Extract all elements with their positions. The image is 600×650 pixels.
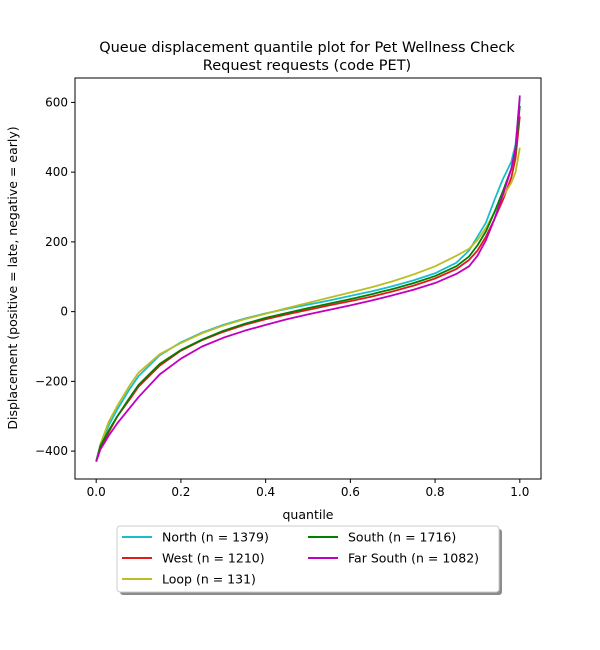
y-tick-label: −200 bbox=[35, 374, 68, 388]
legend-label-4: Far South (n = 1082) bbox=[348, 551, 479, 566]
legend-label-3: South (n = 1716) bbox=[348, 530, 456, 545]
series-line-3 bbox=[95, 105, 521, 462]
x-tick-label: 0.0 bbox=[87, 485, 106, 499]
x-tick-label: 1.0 bbox=[510, 485, 529, 499]
y-tick-label: 600 bbox=[45, 95, 68, 109]
x-tick-label: 0.2 bbox=[171, 485, 190, 499]
y-tick-label: 400 bbox=[45, 165, 68, 179]
y-tick-label: 0 bbox=[60, 305, 68, 319]
x-tick-label: 0.6 bbox=[341, 485, 360, 499]
chart-title-line-1: Queue displacement quantile plot for Pet… bbox=[99, 40, 515, 56]
x-axis-label: quantile bbox=[283, 507, 334, 522]
x-axis-ticks: 0.0 0.2 0.4 0.6 0.8 1.0 bbox=[87, 479, 529, 499]
chart-title-line-2: Request requests (code PET) bbox=[203, 58, 411, 74]
legend-entries: North (n = 1379) West (n = 1210) Loop (n =… bbox=[122, 530, 479, 587]
legend-label-1: West (n = 1210) bbox=[162, 551, 265, 566]
y-tick-label: −400 bbox=[35, 444, 68, 458]
legend-label-0: North (n = 1379) bbox=[162, 530, 269, 545]
y-tick-label: 200 bbox=[45, 235, 68, 249]
series-line-4 bbox=[95, 95, 521, 462]
legend: North (n = 1379) West (n = 1210) Loop (n =… bbox=[116, 525, 502, 595]
series-layer bbox=[95, 95, 521, 462]
plot-area bbox=[74, 77, 542, 480]
series-line-2 bbox=[95, 147, 521, 462]
x-tick-label: 0.8 bbox=[426, 485, 445, 499]
series-line-0 bbox=[95, 98, 521, 462]
y-axis-ticks: −400 −200 0 200 400 600 bbox=[35, 95, 75, 458]
legend-label-2: Loop (n = 131) bbox=[162, 572, 256, 587]
y-axis-label: Displacement (positive = late, negative … bbox=[5, 126, 20, 429]
x-tick-label: 0.4 bbox=[256, 485, 275, 499]
